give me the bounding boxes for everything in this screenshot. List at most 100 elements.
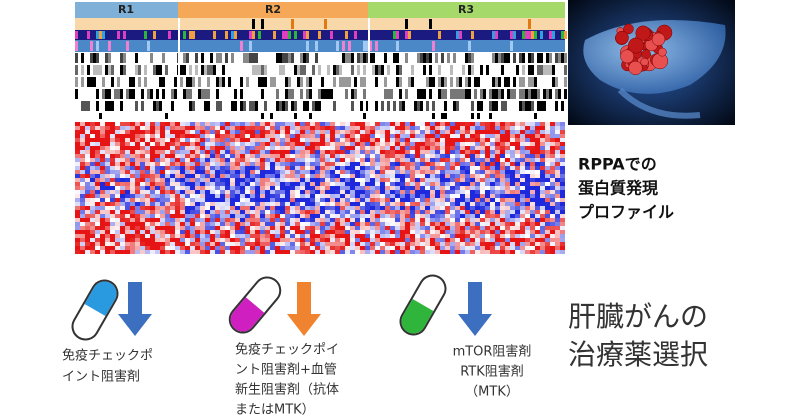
heat-cell	[540, 226, 545, 230]
heat-cell	[330, 178, 335, 182]
heat-cell	[105, 122, 110, 126]
group-label: R2	[265, 3, 281, 16]
heat-cell	[530, 150, 535, 154]
heat-cell	[430, 230, 435, 234]
heat-cell	[185, 126, 190, 130]
heat-cell	[515, 178, 520, 182]
heat-cell	[535, 162, 540, 166]
heat-cell	[350, 158, 355, 162]
heat-cell	[425, 138, 430, 142]
heat-cell	[130, 166, 135, 170]
track-cell	[387, 65, 390, 75]
heat-cell	[215, 190, 220, 194]
heat-cell	[95, 162, 100, 166]
heat-cell	[365, 246, 370, 250]
heat-cell	[420, 154, 425, 158]
heat-cell	[375, 230, 380, 234]
heat-cell	[460, 214, 465, 218]
heat-cell	[135, 154, 140, 158]
track-cell	[228, 77, 231, 87]
heat-cell	[515, 222, 520, 226]
track-cell	[300, 65, 303, 75]
heat-cell	[275, 146, 280, 150]
heat-cell	[295, 186, 300, 190]
heat-cell	[415, 182, 420, 186]
heat-cell	[100, 158, 105, 162]
heat-cell	[295, 142, 300, 146]
track-cell	[462, 89, 465, 99]
heat-cell	[170, 226, 175, 230]
heat-cell	[320, 218, 325, 222]
heat-cell	[480, 198, 485, 202]
heat-cell	[335, 238, 340, 242]
heat-cell	[330, 166, 335, 170]
heat-cell	[420, 142, 425, 146]
track-cell	[405, 89, 408, 99]
heat-cell	[100, 222, 105, 226]
heat-cell	[190, 238, 195, 242]
heat-cell	[345, 178, 350, 182]
heat-cell	[495, 130, 500, 134]
track-cell	[183, 53, 186, 63]
heat-cell	[235, 138, 240, 142]
heat-cell	[400, 178, 405, 182]
heat-cell	[510, 194, 515, 198]
heat-cell	[495, 246, 500, 250]
track-cell	[375, 41, 378, 51]
heat-cell	[95, 238, 100, 242]
heat-cell	[110, 226, 115, 230]
heat-cell	[295, 218, 300, 222]
heat-cell	[200, 218, 205, 222]
heat-cell	[180, 158, 185, 162]
heat-cell	[150, 146, 155, 150]
heat-cell	[75, 214, 80, 218]
heat-cell	[445, 218, 450, 222]
heat-cell	[445, 170, 450, 174]
heat-cell	[510, 126, 515, 130]
heat-cell	[480, 214, 485, 218]
track-cell	[387, 89, 390, 99]
track-cell	[282, 65, 285, 75]
heat-cell	[270, 218, 275, 222]
heat-cell	[150, 246, 155, 250]
heat-cell	[395, 202, 400, 206]
heat-cell	[215, 214, 220, 218]
track-cell	[561, 31, 564, 39]
heat-cell	[415, 206, 420, 210]
heat-cell	[545, 246, 550, 250]
heat-cell	[210, 230, 215, 234]
heat-cell	[80, 146, 85, 150]
heat-cell	[280, 150, 285, 154]
heat-cell	[465, 230, 470, 234]
heat-cell	[85, 174, 90, 178]
heat-cell	[120, 150, 125, 154]
heat-cell	[425, 242, 430, 246]
track-row	[75, 40, 565, 52]
heat-cell	[455, 214, 460, 218]
heat-cell	[75, 202, 80, 206]
heat-cell	[510, 142, 515, 146]
heat-cell	[165, 198, 170, 202]
heat-cell	[145, 182, 150, 186]
group-bar	[368, 2, 565, 18]
heat-cell	[315, 146, 320, 150]
heat-cell	[490, 238, 495, 242]
track-cell	[537, 53, 540, 63]
heat-cell	[420, 186, 425, 190]
heat-cell	[425, 214, 430, 218]
heat-cell	[360, 246, 365, 250]
heat-cell	[445, 130, 450, 134]
heat-cell	[140, 126, 145, 130]
heat-cell	[480, 138, 485, 142]
heat-cell	[550, 150, 555, 154]
heat-cell	[495, 166, 500, 170]
heat-cell	[240, 222, 245, 226]
heat-cell	[495, 242, 500, 246]
heat-cell	[480, 122, 485, 126]
heat-cell	[150, 174, 155, 178]
heat-cell	[540, 170, 545, 174]
heat-cell	[460, 162, 465, 166]
heat-cell	[170, 246, 175, 250]
heat-cell	[405, 162, 410, 166]
heat-cell	[150, 206, 155, 210]
